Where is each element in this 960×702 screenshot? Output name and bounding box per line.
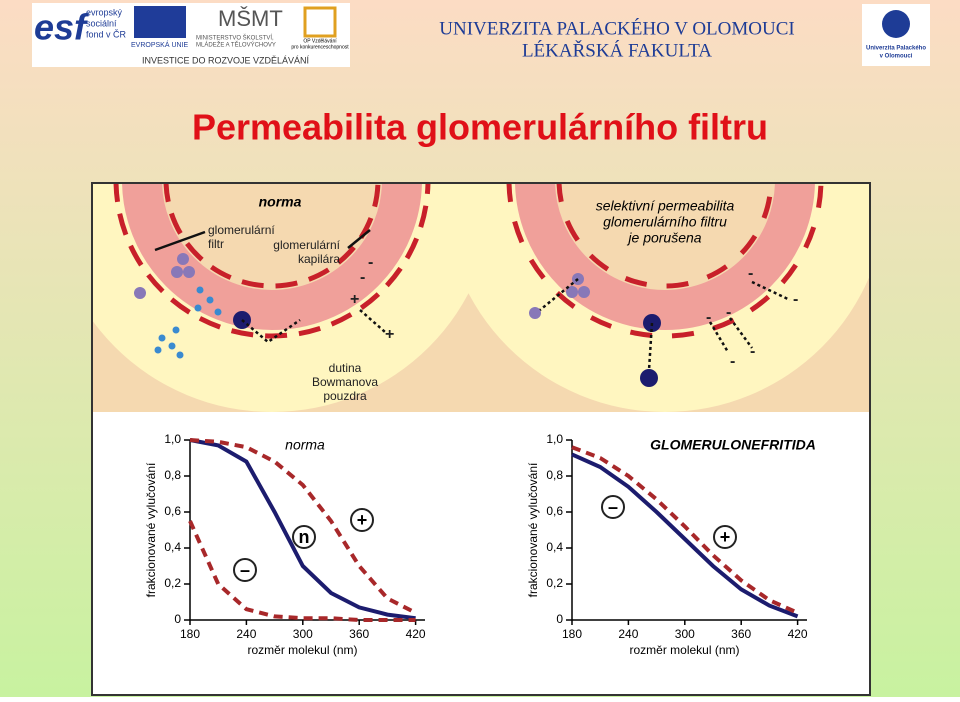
y-tick-label: 0,4 xyxy=(164,540,181,554)
x-tick-label: 300 xyxy=(293,627,313,641)
charge-symbol xyxy=(292,525,316,549)
chart-area xyxy=(500,415,864,692)
y-tick-label: 0,4 xyxy=(546,540,563,554)
x-tick-label: 240 xyxy=(236,627,256,641)
x-tick-label: 420 xyxy=(406,627,426,641)
svg-text:-: - xyxy=(730,353,735,370)
charge-label: + xyxy=(720,527,731,547)
charge-label: n xyxy=(299,527,310,547)
x-tick-label: 420 xyxy=(788,627,808,641)
slide-title: Permeabilita glomerulárního filtru xyxy=(192,107,768,148)
logo-text: INVESTICE DO ROZVOJE VZDĚLÁVÁNÍ xyxy=(142,55,310,65)
upol-text: v Olomouci xyxy=(880,54,913,60)
diagram-title: glomerulárního filtru xyxy=(603,214,727,230)
y-tick-label: 0,2 xyxy=(546,576,563,590)
svg-text:+: + xyxy=(350,291,359,308)
chart-title: GLOMERULONEFRITIDA xyxy=(650,437,816,453)
y-tick-label: 1,0 xyxy=(546,432,563,446)
label: kapilára xyxy=(298,252,340,266)
charge-label: – xyxy=(608,497,618,517)
charge-label: – xyxy=(240,560,250,580)
small-molecules xyxy=(154,286,222,359)
capillary xyxy=(122,184,422,330)
y-tick-label: 0,8 xyxy=(164,468,181,482)
filter-inner xyxy=(163,184,381,289)
filter-inner xyxy=(556,184,774,289)
y-tick-label: 0,6 xyxy=(164,504,181,518)
molecules xyxy=(134,253,590,319)
label: glomerulární xyxy=(208,223,275,237)
diagram-title: norma xyxy=(259,194,302,210)
university: UNIVERZITA PALACKÉHO V OLOMOUCI xyxy=(439,17,794,39)
x-tick-label: 180 xyxy=(180,627,200,641)
arrows xyxy=(241,278,791,371)
diagrams: --++--- --- norma glomerulární filtr glom… xyxy=(93,184,869,412)
svg-text:-: - xyxy=(726,304,731,321)
x-tick-label: 360 xyxy=(349,627,369,641)
y-axis-label: frakcionované vylučování xyxy=(526,462,540,597)
x-tick-label: 180 xyxy=(562,627,582,641)
logo-text: evropský xyxy=(86,7,123,17)
x-axis-label: rozměr molekul (nm) xyxy=(247,643,357,657)
x-tick-label: 240 xyxy=(618,627,638,641)
pointers xyxy=(154,229,371,252)
op-logo xyxy=(303,6,337,38)
charges: --++--- --- xyxy=(350,254,798,370)
eu-flag xyxy=(134,6,186,38)
charge-symbol xyxy=(350,508,374,532)
upol-emblem xyxy=(882,10,910,38)
svg-text:-: - xyxy=(748,265,753,282)
curve xyxy=(189,438,417,615)
label: dutina xyxy=(329,361,362,375)
capillary xyxy=(515,184,815,330)
filter-outer xyxy=(113,184,431,339)
svg-text:+: + xyxy=(385,326,394,343)
logo-text: pro konkurenceschopnost xyxy=(291,44,349,50)
charge-label: + xyxy=(357,510,368,530)
msmt-logo: MŠMT xyxy=(218,6,283,31)
svg-text:-: - xyxy=(368,254,373,271)
charge-symbol xyxy=(713,525,737,549)
svg-text:-: - xyxy=(706,309,711,326)
svg-text:-: - xyxy=(360,269,365,286)
logo-text: sociální xyxy=(86,18,117,28)
y-tick-label: 1,0 xyxy=(164,432,181,446)
x-tick-label: 360 xyxy=(731,627,751,641)
y-tick-label: 0 xyxy=(174,612,181,626)
curve xyxy=(188,520,416,622)
charge-symbol xyxy=(233,558,257,582)
y-tick-label: 0,8 xyxy=(546,468,563,482)
x-tick-label: 300 xyxy=(675,627,695,641)
logo-text: EVROPSKÁ UNIE xyxy=(131,40,189,49)
faculty: LÉKAŘSKÁ FAKULTA xyxy=(522,39,712,61)
esf-logo: esf xyxy=(34,7,89,48)
svg-text:-: - xyxy=(793,291,798,308)
diagram-title: je porušena xyxy=(626,230,701,246)
curve xyxy=(189,438,416,621)
label: pouzdra xyxy=(323,389,367,403)
label: Bowmanova xyxy=(312,375,378,389)
svg-text:-: - xyxy=(750,343,755,360)
y-tick-label: 0 xyxy=(556,612,563,626)
y-tick-label: 0,2 xyxy=(164,576,181,590)
diagram-title: selektivní permeabilita xyxy=(596,198,735,214)
x-axis-label: rozměr molekul (nm) xyxy=(629,643,739,657)
logo-text: OP Vzdělávání xyxy=(303,38,337,44)
upol-text: Univerzita Palackého xyxy=(866,46,926,52)
curve xyxy=(571,445,799,615)
y-tick-label: 0,6 xyxy=(546,504,563,518)
logo-text: fond v ČR xyxy=(86,29,127,39)
charge-symbol xyxy=(601,495,625,519)
chart-title: norma xyxy=(285,437,325,453)
curve xyxy=(571,452,799,619)
label: glomerulární xyxy=(273,238,340,252)
y-axis-label: frakcionované vylučování xyxy=(144,462,158,597)
logo-text: MINISTERSTVO ŠKOLSTVÍ, xyxy=(196,35,274,42)
logo-text: MLÁDEŽE A TĚLOVÝCHOVY xyxy=(196,41,276,49)
label: filtr xyxy=(208,237,224,251)
large-molecules xyxy=(233,311,661,387)
logo-strip xyxy=(32,3,350,67)
